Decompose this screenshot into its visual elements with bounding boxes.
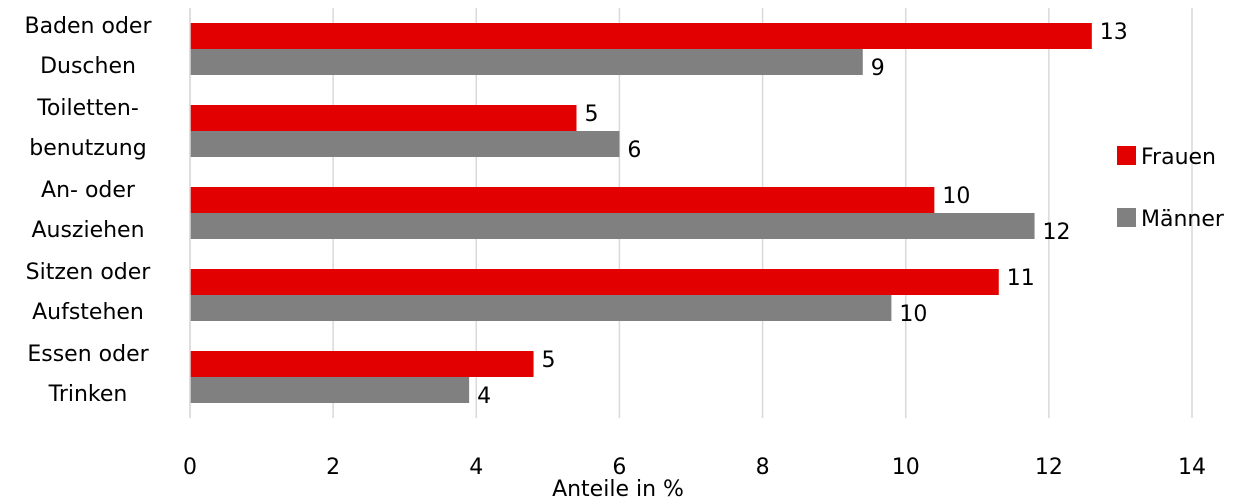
bar-frauen (190, 105, 577, 131)
bar-mnner (190, 377, 470, 403)
x-tick-label: 12 (1035, 455, 1063, 480)
data-label: 13 (1100, 20, 1128, 45)
x-tick-label: 4 (469, 455, 483, 480)
category-label: Trinken (48, 382, 128, 407)
data-label: 10 (899, 302, 927, 327)
x-axis-title: Anteile in % (552, 477, 684, 502)
bar-mnner (190, 295, 892, 321)
data-labels: 13 9 5 6 10 12 11 10 5 4 (477, 20, 1128, 409)
bar-frauen (190, 187, 935, 213)
category-label: Duschen (40, 54, 136, 79)
x-tick-label: 8 (756, 455, 770, 480)
bar-mnner (190, 131, 620, 157)
category-label: An- oder (41, 178, 136, 203)
x-tick-labels: 0 2 4 6 8 10 12 14 (183, 455, 1206, 480)
data-label: 4 (477, 384, 491, 409)
category-label: benutzung (29, 136, 146, 161)
x-tick-label: 2 (326, 455, 340, 480)
data-label: 10 (942, 184, 970, 209)
x-tick-label: 14 (1178, 455, 1206, 480)
category-labels: Baden oder Duschen Toiletten-benutzung An- … (24, 14, 152, 407)
legend-swatch (1117, 208, 1136, 227)
x-tick-label: 6 (612, 455, 626, 480)
category-label: Baden oder (24, 14, 152, 39)
category-label: Aufstehen (32, 300, 144, 325)
data-label: 5 (542, 348, 556, 373)
bar-frauen (190, 351, 534, 377)
legend: Frauen Männer (1117, 145, 1225, 232)
category-label: Essen oder (27, 342, 149, 367)
data-label: 11 (1007, 266, 1035, 291)
legend-label: Frauen (1141, 145, 1216, 170)
bar-frauen (190, 269, 999, 295)
x-tick-label: 10 (892, 455, 920, 480)
bar-mnner (190, 49, 863, 75)
data-label: 9 (871, 56, 885, 81)
data-label: 12 (1043, 220, 1071, 245)
data-label: 6 (627, 138, 641, 163)
bars (190, 23, 1092, 403)
legend-swatch (1117, 146, 1136, 165)
category-label: Sitzen oder (26, 260, 152, 285)
bar-mnner (190, 213, 1035, 239)
data-label: 5 (584, 102, 598, 127)
x-tick-label: 0 (183, 455, 197, 480)
bar-frauen (190, 23, 1092, 49)
legend-label: Männer (1141, 207, 1225, 232)
category-label: Ausziehen (31, 218, 144, 243)
category-label: Toiletten- (36, 96, 139, 121)
